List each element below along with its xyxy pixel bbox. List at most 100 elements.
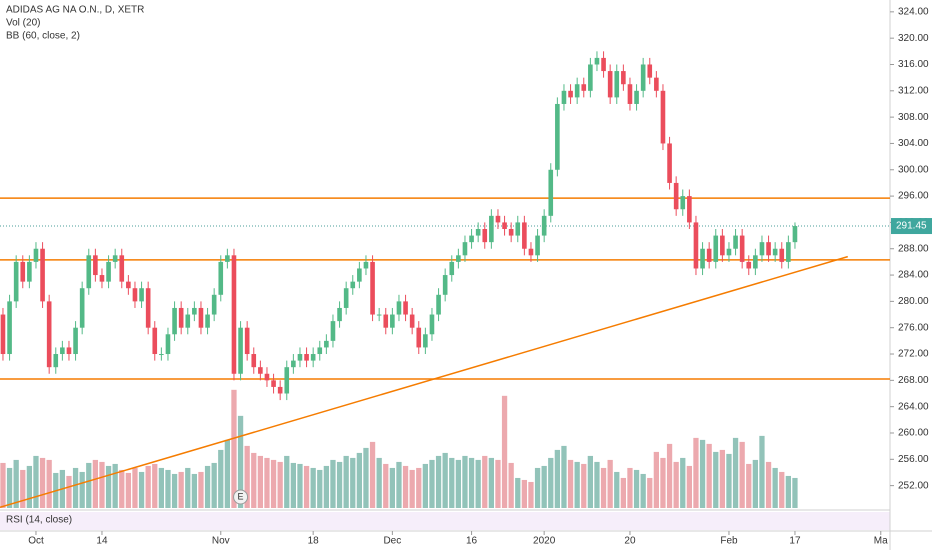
volume-bar (607, 459, 613, 508)
candle-body (73, 327, 78, 355)
candle-body (192, 307, 197, 315)
volume-bar (429, 459, 435, 508)
volume-bar (495, 459, 501, 508)
candle-body (746, 261, 752, 269)
volume-bar (132, 467, 138, 508)
candle-body (568, 90, 573, 98)
volume-bar (534, 467, 541, 508)
chart-title: ADIDAS AG NA O.N., D, XETR (6, 5, 144, 16)
volume-bar (211, 462, 217, 508)
volume-bar (383, 463, 389, 508)
volume-bar (336, 461, 343, 508)
y-tick-label: 320.00 (898, 33, 929, 44)
volume-bar (330, 459, 336, 508)
x-tick-label: Ma (874, 536, 888, 547)
x-tick-label: 20 (624, 536, 636, 547)
volume-bar (640, 473, 646, 508)
indicator-label: BB (60, close, 2) (6, 31, 80, 42)
volume-bar (713, 451, 719, 508)
volume-bar (680, 457, 686, 508)
candle-body (713, 235, 719, 262)
earnings-label: E (238, 491, 244, 501)
candle-body (244, 327, 250, 355)
y-tick-label: 300.00 (898, 164, 929, 175)
main-pane (0, 0, 890, 508)
candle-body (647, 64, 653, 78)
trend-line (0, 255, 848, 509)
candle-body (251, 354, 257, 368)
volume-bar (343, 455, 349, 508)
volume-bar (435, 455, 442, 508)
volume-bar (363, 447, 369, 508)
volume-bar (105, 465, 112, 508)
candle-body (152, 327, 158, 355)
volume-bar (323, 465, 330, 508)
candle-body (343, 288, 349, 308)
volume-bar (244, 445, 250, 508)
y-tick-label: 272.00 (898, 349, 929, 360)
volume-bar (356, 452, 363, 508)
candle-body (508, 228, 514, 236)
candle-body (601, 57, 606, 72)
candle-body (634, 90, 639, 104)
candle-body (284, 367, 290, 394)
y-tick-label: 304.00 (898, 138, 929, 149)
candle-body (535, 235, 540, 256)
volume-bar (706, 443, 712, 508)
volume-bar (442, 452, 448, 508)
candle-body (673, 182, 679, 210)
candle-body (112, 255, 118, 262)
candle-body (145, 288, 151, 328)
volume-bar (488, 457, 495, 508)
volume-bar (92, 459, 99, 508)
candle-body (627, 84, 633, 104)
volume-bar (541, 465, 547, 508)
volume-bar (350, 457, 356, 508)
volume-bar (224, 439, 231, 508)
candle-body (502, 222, 507, 229)
volume-bar (779, 471, 785, 508)
volume-bar (508, 462, 514, 508)
candle-body (456, 255, 461, 262)
volume-bar (13, 459, 19, 508)
candle-body (119, 255, 125, 282)
plot-layer: E (0, 51, 890, 509)
volume-bar (739, 441, 745, 508)
candle-body (238, 327, 243, 374)
candle-body (66, 347, 72, 355)
y-tick-label: 324.00 (898, 6, 929, 17)
candle-body (792, 226, 798, 243)
volume-bar (72, 467, 79, 508)
candle-body (555, 103, 560, 170)
volume-bar (66, 475, 72, 508)
candle-body (654, 77, 659, 91)
candle-body (482, 228, 488, 243)
volume-bar (33, 455, 39, 508)
x-tick-label: Nov (212, 536, 230, 547)
candle-body (614, 71, 620, 98)
candle-body (786, 242, 791, 262)
y-tick-label: 268.00 (898, 375, 929, 386)
candle-body (178, 307, 184, 328)
x-tick-label: 14 (96, 536, 108, 547)
candle-body (436, 294, 441, 315)
candle-body (588, 64, 593, 91)
volume-bar (402, 465, 409, 508)
volume-bar (633, 469, 640, 508)
volume-bar (792, 477, 798, 508)
candle-body (7, 301, 12, 355)
candle-body (416, 327, 422, 348)
volume-bar (0, 462, 6, 508)
candle-body (79, 288, 85, 328)
y-tick-label: 252.00 (898, 480, 929, 491)
candle-body (779, 248, 785, 262)
volume-bar (310, 467, 316, 508)
rsi-pane (0, 512, 890, 530)
volume-bar (746, 463, 752, 508)
candle-body (766, 242, 771, 256)
candle-body (522, 222, 527, 249)
candle-body (350, 281, 356, 289)
candle-body (99, 275, 105, 282)
volume-bar (303, 465, 310, 508)
volume-bar (198, 471, 204, 508)
